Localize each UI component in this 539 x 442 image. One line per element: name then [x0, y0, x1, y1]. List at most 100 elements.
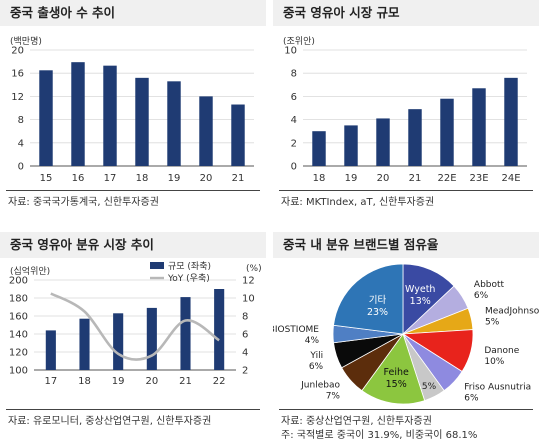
powder-bar	[180, 297, 191, 370]
share-slice-name: Danone	[484, 346, 519, 356]
market-ytick-label: 4	[291, 115, 297, 126]
powder-legend-bar-swatch	[150, 262, 164, 269]
powder-unit-left: (십억위안)	[10, 267, 51, 277]
births-bar	[199, 96, 213, 166]
share-chart: Wyeth13%Abbott6%MeadJohnson5%Danone10%Fr…	[273, 263, 539, 405]
market-xtick-label: 24E	[501, 173, 520, 184]
share-slice-value: 6%	[464, 394, 479, 404]
births-divider	[6, 190, 260, 191]
market-bar	[376, 118, 390, 166]
market-chart: 0 2 4 6 8 10 18 19 20 21 22E 23E 24E	[284, 46, 527, 184]
births-bar	[71, 62, 85, 166]
births-bar	[167, 81, 181, 166]
powder-ytick-right: 6	[242, 330, 248, 341]
powder-unit-right: (%)	[246, 264, 262, 274]
share-slice-value: 5%	[485, 318, 500, 328]
powder-ytick-left: 100	[9, 366, 28, 377]
share-slice-name: Junlebao	[300, 381, 340, 391]
births-bar	[39, 70, 53, 166]
powder-legend-line-label: YoY (우축)	[167, 273, 210, 284]
market-source: 자료: MKTIndex, aT, 신한투자증권	[281, 197, 435, 208]
powder-xtick-label: 22	[213, 376, 226, 387]
share-slice-value: 13%	[410, 296, 431, 307]
births-xtick-label: 17	[104, 173, 117, 184]
powder-ytick-left: 120	[9, 348, 28, 359]
powder-bar	[214, 289, 225, 370]
market-unit: (조위안)	[283, 37, 315, 47]
powder-ytick-right: 10	[242, 294, 255, 305]
share-slice-name: Abbott	[474, 280, 505, 290]
market-xtick-label: 21	[409, 173, 422, 184]
market-panel: 중국 영유아 시장 규모 (조위안) 0 2 4 6 8 10 18 19 20 21 22E 23E…	[273, 0, 539, 210]
births-source: 자료: 중국국가통계국, 신한투자증권	[8, 197, 159, 208]
powder-ytick-right: 2	[242, 366, 248, 377]
births-xtick-label: 16	[72, 173, 85, 184]
share-slice-name: Friso Ausnutria	[464, 383, 531, 393]
births-bar	[135, 77, 149, 166]
births-xtick-label: 21	[232, 173, 245, 184]
market-xtick-label: 19	[345, 173, 358, 184]
powder-xtick-label: 21	[179, 376, 192, 387]
powder-yoy-line	[50, 292, 220, 361]
share-slice-name: Feihe	[384, 367, 409, 378]
market-divider	[279, 190, 533, 191]
market-bar	[472, 88, 486, 166]
market-xtick-label: 20	[377, 173, 390, 184]
market-bar	[344, 125, 358, 166]
powder-legend-bar-label: 규모 (좌축)	[168, 261, 211, 272]
births-ytick-label: 4	[18, 138, 24, 149]
share-divider	[279, 409, 533, 410]
powder-bar	[146, 307, 157, 370]
powder-title: 중국 영유아 분유 시장 추이	[0, 232, 266, 258]
births-xtick-label: 20	[200, 173, 213, 184]
share-slice-name: 기타	[369, 295, 387, 306]
births-ytick-label: 8	[18, 115, 24, 126]
powder-bar	[113, 313, 124, 370]
market-title: 중국 영유아 시장 규모	[273, 0, 539, 26]
market-bar	[504, 77, 518, 166]
powder-xtick-label: 19	[112, 376, 125, 387]
powder-ytick-right: 8	[242, 312, 248, 323]
powder-xtick-label: 17	[44, 376, 57, 387]
births-ytick-label: 20	[11, 46, 24, 57]
powder-bar	[45, 330, 56, 370]
share-slice-name: Yili	[309, 351, 323, 361]
powder-ytick-left: 180	[9, 294, 28, 305]
share-panel: 중국 내 분유 브랜드별 점유율 Wyeth 13% Abbott 6% MeadJoh…	[273, 232, 539, 442]
powder-xtick-label: 20	[145, 376, 158, 387]
births-xtick-label: 18	[136, 173, 149, 184]
powder-ytick-right: 4	[242, 348, 248, 359]
market-bar	[440, 98, 454, 166]
births-chart: 0 4 8 12 16 20 15 16 17 18 19 20 21	[11, 46, 254, 184]
powder-xtick-label: 18	[78, 376, 91, 387]
births-ytick-label: 16	[11, 69, 24, 80]
powder-ytick-right: 12	[242, 276, 255, 287]
powder-divider	[6, 409, 260, 410]
share-slice-value: 6%	[309, 362, 324, 372]
share-title: 중국 내 분유 브랜드별 점유율	[273, 232, 539, 258]
share-slice-value: 6%	[474, 291, 489, 301]
births-xtick-label: 15	[40, 173, 53, 184]
powder-source: 자료: 유로모니터, 중상산업연구원, 신한투자증권	[8, 416, 212, 427]
market-bar	[312, 131, 326, 166]
market-xtick-label: 23E	[469, 173, 488, 184]
powder-chart: 100 120 140 160 180 200 2 4 6 8 10 12 17 18 19 20 21 22 규모…	[9, 261, 255, 387]
market-ytick-label: 2	[291, 138, 297, 149]
births-title: 중국 출생아 수 추이	[0, 0, 266, 26]
share-slice-name: BIOSTIOME	[273, 325, 319, 335]
powder-ytick-left: 200	[9, 276, 28, 287]
market-bar	[408, 109, 422, 166]
share-slice-name: Wyeth	[405, 284, 435, 295]
share-note: 주: 국적별로 중국이 31.9%, 비중국이 68.1%	[281, 430, 478, 441]
share-slice	[333, 263, 404, 335]
powder-bar	[79, 318, 90, 370]
births-ytick-label: 12	[11, 92, 24, 103]
share-slice-value: 4%	[305, 336, 320, 346]
market-ytick-label: 10	[284, 46, 297, 57]
share-slice	[402, 263, 455, 335]
share-slice-value: 7%	[326, 392, 341, 402]
births-unit: (백만명)	[10, 37, 42, 47]
powder-ytick-left: 160	[9, 312, 28, 323]
share-slice-value: 15%	[386, 379, 407, 390]
share-slice	[361, 333, 426, 405]
